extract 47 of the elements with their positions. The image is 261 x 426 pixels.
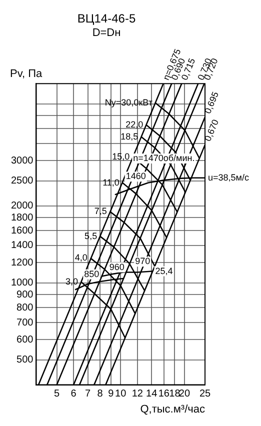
annotation: 970	[135, 256, 150, 266]
y-axis-title: Pv, Па	[10, 68, 44, 80]
annotation: 850	[84, 268, 100, 279]
y-tick-label: 500	[16, 354, 34, 366]
x-tick-label: 9	[108, 388, 114, 400]
x-tick-label: 10	[115, 388, 127, 400]
x-tick-label: 7	[84, 388, 91, 400]
series-label: 4,0	[74, 252, 88, 263]
y-tick-label: 900	[16, 289, 34, 300]
y-tick-label: 1200	[10, 257, 34, 268]
x-tick-label: 8	[97, 388, 104, 400]
y-tick-label: 2000	[10, 200, 34, 212]
x-tick-label: 12	[132, 388, 144, 400]
y-tick-label: 800	[16, 302, 34, 314]
chart-title: ВЦ14-46-5	[77, 12, 136, 26]
y-tick-label: 700	[16, 317, 34, 328]
series-label: 22,0	[126, 119, 144, 130]
annotation: n=1470об/мин.	[133, 152, 195, 163]
chart-subtitle: D=Dн	[92, 27, 121, 40]
series-label: 15,0	[112, 152, 130, 162]
series-label: 5,5	[84, 230, 98, 241]
y-tick-label: 1400	[10, 240, 34, 252]
y-tick-label: 3000	[10, 155, 34, 166]
x-tick-label: 5	[54, 388, 60, 400]
x-tick-label: 6	[70, 388, 77, 400]
y-tick-label: 2500	[10, 176, 34, 187]
annotation: 960	[109, 262, 124, 272]
x-tick-label: 16	[158, 388, 170, 400]
series-label: 7,5	[94, 206, 107, 216]
annotation: u=38,5м/с	[208, 172, 250, 182]
x-tick-label: 20	[178, 388, 190, 400]
y-tick-label: 1800	[10, 212, 34, 224]
y-tick-label: 1000	[10, 278, 34, 289]
series-label: Ny=30,0кВт	[104, 97, 152, 108]
text: 0,695	[202, 90, 221, 115]
x-tick-label: 14	[146, 388, 158, 400]
text: 0,670	[202, 118, 221, 143]
y-tick-label: 600	[16, 334, 34, 346]
series-label: 18,5	[120, 131, 138, 142]
x-tick-label: 18	[169, 388, 181, 400]
x-tick-label: 25	[199, 388, 211, 400]
y-tick-label: 1600	[10, 225, 34, 236]
annotation: 25,4	[155, 266, 173, 276]
x-axis-title: Q,тыс.м³/час	[140, 403, 206, 416]
annotation: 1460	[126, 171, 146, 182]
series-label: 3,0	[65, 276, 78, 286]
series-label: 11,0	[102, 177, 120, 188]
